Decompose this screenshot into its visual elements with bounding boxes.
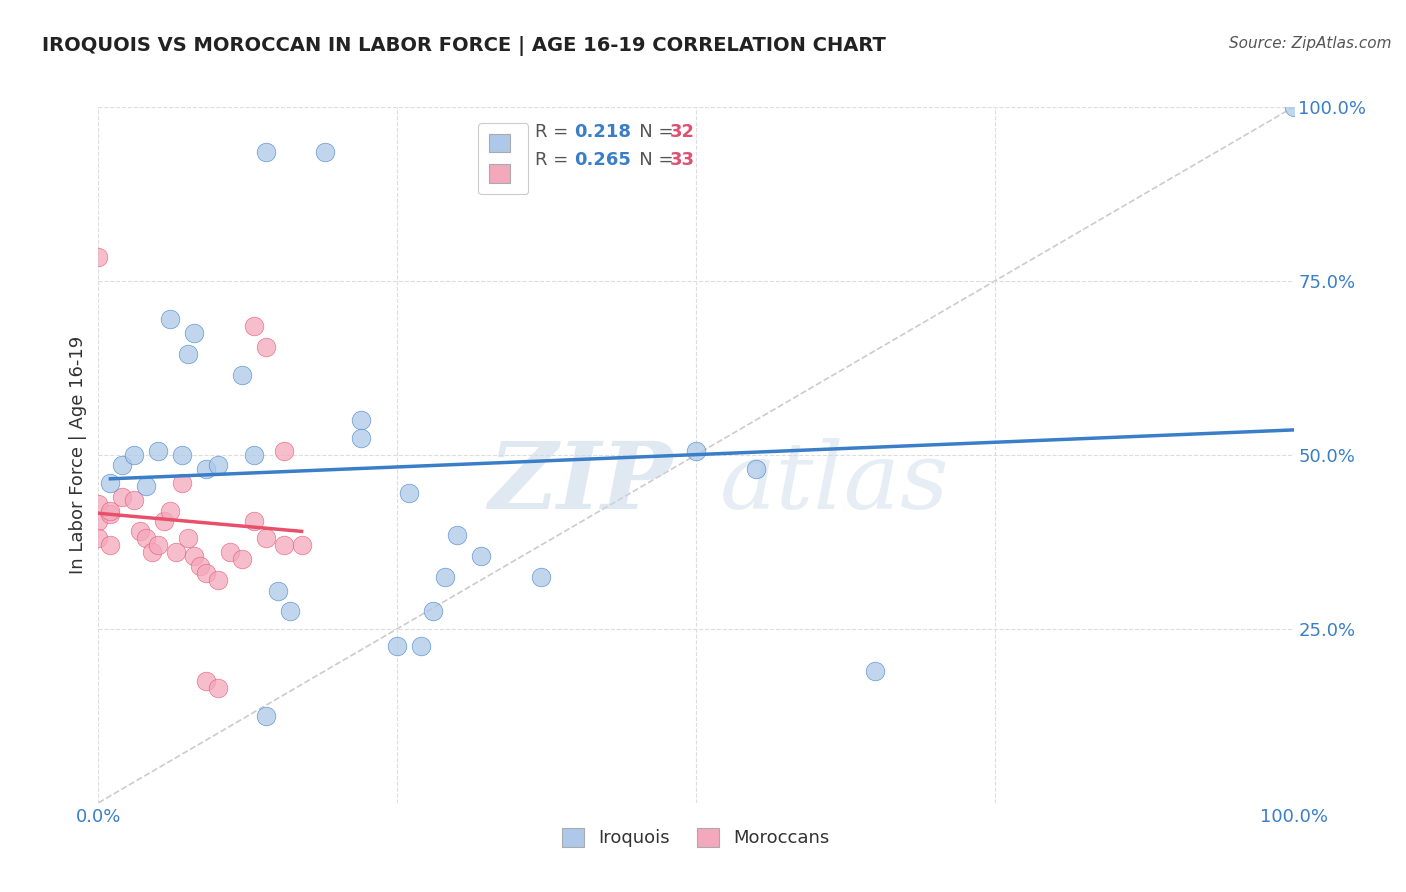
Text: R =: R =: [534, 151, 574, 169]
Point: [148, 444, 170, 458]
Point: [207, 573, 229, 587]
Point: [398, 486, 420, 500]
Point: [141, 545, 163, 559]
Point: [124, 448, 146, 462]
Point: [219, 545, 242, 559]
Text: 0.218: 0.218: [574, 123, 631, 141]
Point: [243, 448, 266, 462]
Point: [183, 549, 205, 563]
Point: [177, 347, 200, 361]
Text: 33: 33: [669, 151, 695, 169]
Point: [159, 503, 181, 517]
Point: [411, 639, 433, 653]
Point: [273, 538, 295, 552]
Point: [98, 503, 122, 517]
Point: [148, 538, 170, 552]
Text: IROQUOIS VS MOROCCAN IN LABOR FORCE | AGE 16-19 CORRELATION CHART: IROQUOIS VS MOROCCAN IN LABOR FORCE | AG…: [42, 36, 886, 55]
Point: [111, 458, 134, 473]
Y-axis label: In Labor Force | Age 16-19: In Labor Force | Age 16-19: [69, 335, 87, 574]
Point: [135, 532, 157, 546]
Point: [254, 708, 277, 723]
Point: [207, 458, 229, 473]
Point: [685, 444, 707, 458]
Text: N =: N =: [621, 123, 679, 141]
Point: [98, 475, 122, 490]
Point: [87, 532, 110, 546]
Point: [434, 570, 457, 584]
Point: [231, 552, 253, 566]
Point: [1282, 100, 1305, 114]
Point: [129, 524, 152, 539]
Point: [350, 430, 373, 444]
Text: N =: N =: [621, 151, 679, 169]
Point: [267, 583, 290, 598]
Point: [195, 462, 218, 476]
Point: [183, 326, 205, 340]
Point: [243, 514, 266, 528]
Point: [745, 462, 768, 476]
Text: 32: 32: [669, 123, 695, 141]
Point: [273, 444, 295, 458]
Point: [159, 312, 181, 326]
Point: [87, 497, 110, 511]
Point: [278, 605, 301, 619]
Point: [446, 528, 468, 542]
Point: [385, 639, 409, 653]
Point: [177, 532, 200, 546]
Point: [254, 532, 277, 546]
Text: 0.265: 0.265: [574, 151, 631, 169]
Point: [350, 413, 373, 427]
Point: [254, 340, 277, 354]
Point: [207, 681, 229, 695]
Text: Source: ZipAtlas.com: Source: ZipAtlas.com: [1229, 36, 1392, 51]
Point: [135, 479, 157, 493]
Text: atlas: atlas: [720, 438, 949, 528]
Text: R =: R =: [534, 123, 574, 141]
Point: [172, 475, 194, 490]
Point: [98, 538, 122, 552]
Point: [315, 145, 337, 160]
Point: [188, 559, 211, 574]
Point: [87, 250, 110, 264]
Point: [530, 570, 553, 584]
Point: [254, 145, 277, 160]
Point: [470, 549, 492, 563]
Point: [111, 490, 134, 504]
Text: ZIP: ZIP: [488, 438, 672, 528]
Point: [195, 566, 218, 581]
Point: [195, 674, 218, 689]
Point: [172, 448, 194, 462]
Point: [87, 514, 110, 528]
Point: [153, 514, 176, 528]
Point: [231, 368, 253, 382]
Point: [165, 545, 187, 559]
Legend: Iroquois, Moroccans: Iroquois, Moroccans: [554, 819, 838, 856]
Point: [243, 319, 266, 334]
Point: [124, 493, 146, 508]
Point: [98, 507, 122, 521]
Point: [865, 664, 887, 678]
Point: [291, 538, 314, 552]
Point: [422, 605, 444, 619]
